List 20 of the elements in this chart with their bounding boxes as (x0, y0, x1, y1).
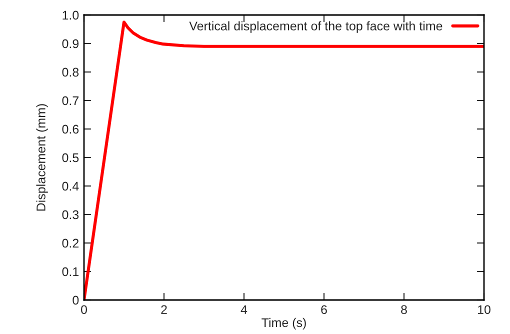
y-tick-label: 0.4 (62, 182, 79, 191)
x-tick-label: 6 (321, 305, 327, 314)
y-tick-label: 0.7 (62, 96, 79, 106)
y-tick-label: 0.3 (62, 210, 79, 220)
x-axis-title: Time (s) (262, 318, 306, 330)
x-tick-label: 10 (478, 305, 490, 314)
y-tick-label: 0.8 (62, 68, 79, 77)
y-tick-label: 0.6 (62, 124, 79, 134)
y-tick-label: 0.9 (62, 39, 79, 48)
x-tick-label: 0 (81, 305, 87, 314)
y-tick-label: 0 (72, 296, 79, 305)
x-tick-label: 4 (240, 305, 248, 314)
series-label: Vertical displacement of the top face with time (189, 21, 442, 33)
y-axis-title: Displacement (mm) (36, 104, 48, 211)
y-tick-label: 0.1 (62, 267, 79, 276)
y-tick-label: 0.5 (62, 153, 79, 162)
y-tick-label: 1.0 (62, 10, 79, 20)
y-tick-label: 0.2 (62, 238, 79, 248)
x-tick-label: 8 (401, 305, 407, 314)
x-tick-label: 2 (161, 305, 167, 314)
